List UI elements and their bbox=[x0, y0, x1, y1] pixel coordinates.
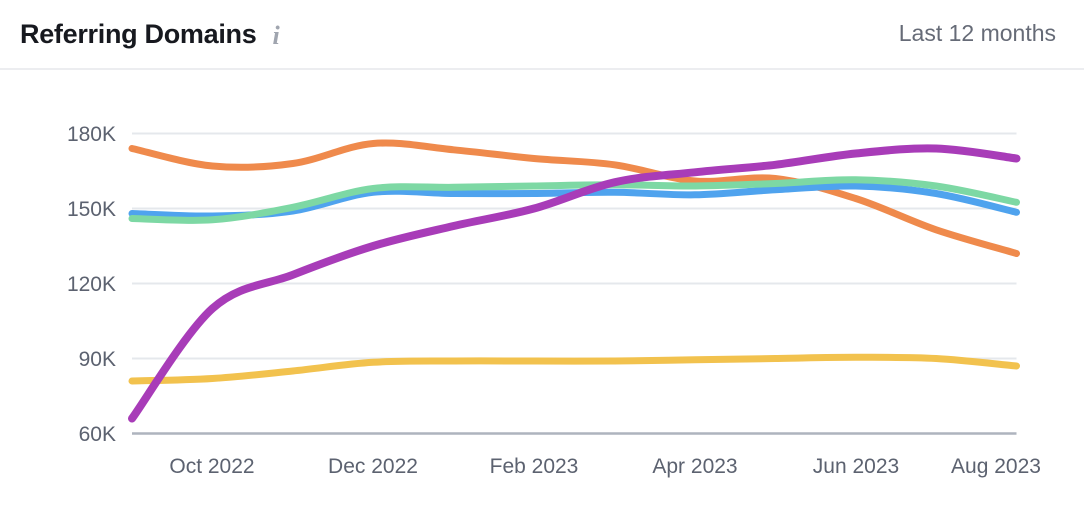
series-lines bbox=[128, 139, 1021, 423]
widget-header: Referring Domains i Last 12 months bbox=[0, 0, 1084, 70]
header-left: Referring Domains i bbox=[20, 18, 280, 50]
series-line-purple[interactable] bbox=[128, 144, 1021, 423]
x-axis-labels: Oct 2022 Dec 2022 Feb 2023 Apr 2023 Jun … bbox=[169, 455, 1041, 478]
y-axis-label: 120K bbox=[67, 273, 116, 296]
y-axis-label: 90K bbox=[79, 348, 116, 371]
y-axis-labels: 180K 150K 120K 90K 60K bbox=[67, 123, 116, 446]
x-axis-label: Feb 2023 bbox=[490, 455, 579, 478]
series-line-green[interactable] bbox=[128, 176, 1020, 224]
info-icon[interactable]: i bbox=[272, 20, 280, 50]
x-axis-label: Aug 2023 bbox=[951, 455, 1041, 478]
x-axis-label: Jun 2023 bbox=[813, 455, 899, 478]
y-axis-label: 150K bbox=[67, 198, 116, 221]
y-axis-label: 180K bbox=[67, 123, 116, 146]
x-axis-label: Dec 2022 bbox=[328, 455, 418, 478]
page-title: Referring Domains bbox=[20, 18, 257, 49]
x-axis-label: Oct 2022 bbox=[169, 455, 254, 478]
series-line-orange[interactable] bbox=[128, 139, 1020, 257]
x-axis-label: Apr 2023 bbox=[652, 455, 737, 478]
series-line-yellow[interactable] bbox=[128, 353, 1020, 385]
period-label: Last 12 months bbox=[898, 20, 1056, 47]
y-axis-label: 60K bbox=[79, 423, 116, 446]
